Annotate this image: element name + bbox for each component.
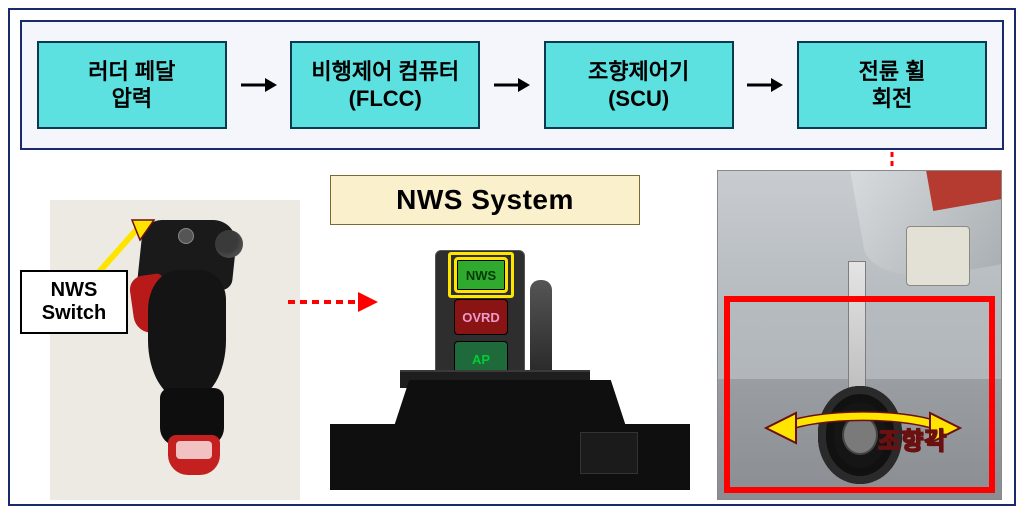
nws-switch-label-text: NWS Switch xyxy=(42,279,106,325)
system-title: NWS System xyxy=(330,175,640,225)
diagram-frame: 러더 페달 압력 비행제어 컴퓨터 (FLCC) 조향제어기 (SCU) xyxy=(8,8,1016,506)
flow-box-line: 러더 페달 xyxy=(88,59,175,84)
nws-switch-dot xyxy=(178,228,194,244)
ovrd-button: OVRD xyxy=(454,299,508,335)
system-title-text: NWS System xyxy=(396,184,574,216)
nose-gear-photo: 조향각 xyxy=(717,170,1002,500)
steering-angle-text: 조향각 xyxy=(878,428,947,455)
flow-box-line: 회전 xyxy=(872,86,912,111)
steering-angle-label: 조향각 xyxy=(878,421,947,456)
nws-button: NWS xyxy=(454,257,508,293)
flow-arrow-icon xyxy=(494,75,530,95)
nws-button-label: NWS xyxy=(466,268,496,283)
flow-box-rudder: 러더 페달 압력 xyxy=(37,41,227,129)
cockpit-panel: NWS OVRD AP xyxy=(330,250,690,510)
ovrd-button-label: OVRD xyxy=(462,310,500,325)
flow-box-wheel: 전륜 휠 회전 xyxy=(797,41,987,129)
panel-base xyxy=(330,380,690,490)
flow-box-line: 전륜 휠 xyxy=(859,59,926,84)
flow-box-scu: 조향제어기 (SCU) xyxy=(544,41,734,129)
button-stack: NWS OVRD AP xyxy=(435,250,525,380)
flow-row: 러더 페달 압력 비행제어 컴퓨터 (FLCC) 조향제어기 (SCU) xyxy=(20,20,1004,150)
flow-arrow-icon xyxy=(241,75,277,95)
flow-box-line: 조향제어기 xyxy=(588,59,689,84)
flow-box-line: (SCU) xyxy=(608,86,669,111)
flow-box-flcc: 비행제어 컴퓨터 (FLCC) xyxy=(290,41,480,129)
ap-button-label: AP xyxy=(472,352,490,367)
flow-box-line: 압력 xyxy=(112,86,152,111)
joystick-photo xyxy=(50,200,300,500)
nws-switch-label: NWS Switch xyxy=(20,270,128,334)
flow-box-line: (FLCC) xyxy=(349,86,422,111)
joystick-body xyxy=(120,220,240,460)
gear-highlight-frame xyxy=(724,296,995,493)
flow-box-line: 비행제어 컴퓨터 xyxy=(311,59,459,84)
flow-arrow-icon xyxy=(747,75,783,95)
